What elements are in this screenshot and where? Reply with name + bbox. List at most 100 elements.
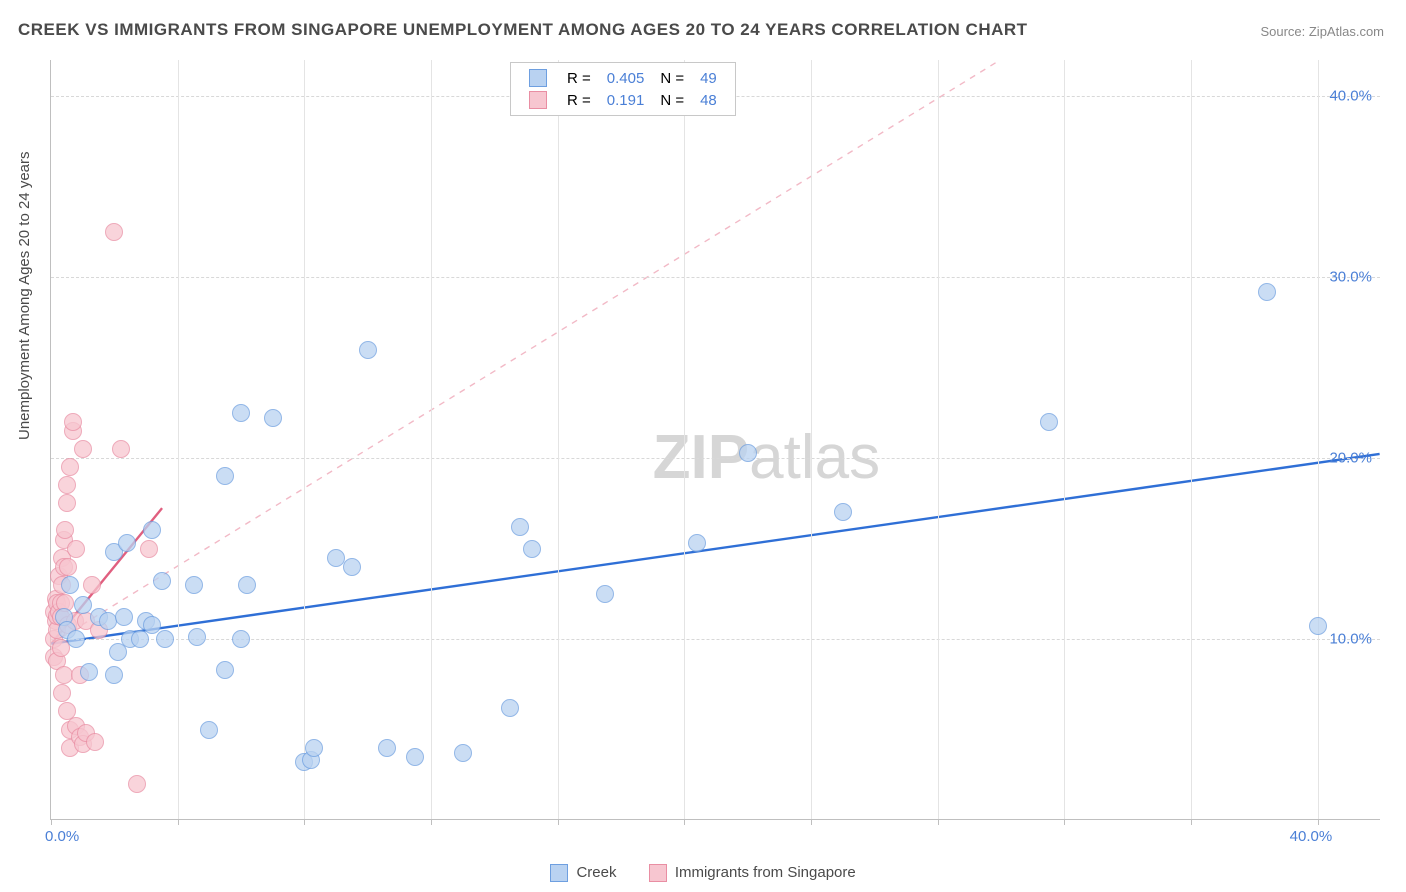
gridline-v	[558, 60, 559, 819]
data-point-blue	[118, 534, 136, 552]
data-point-pink	[64, 413, 82, 431]
gridline-v	[1318, 60, 1319, 819]
data-point-blue	[216, 661, 234, 679]
data-point-blue	[501, 699, 519, 717]
legend-series: Creek Immigrants from Singapore	[0, 864, 1406, 882]
data-point-blue	[74, 596, 92, 614]
data-point-blue	[131, 630, 149, 648]
n-label: N =	[652, 67, 692, 89]
x-tick-mark	[304, 819, 305, 825]
data-point-blue	[61, 576, 79, 594]
legend-row-pink: R = 0.191 N = 48	[521, 89, 725, 111]
x-tick-mark	[811, 819, 812, 825]
data-point-blue	[238, 576, 256, 594]
source-label: Source: ZipAtlas.com	[1260, 24, 1384, 39]
r-label: R =	[559, 89, 599, 111]
regression-line	[51, 454, 1379, 644]
data-point-blue	[688, 534, 706, 552]
gridline-v	[684, 60, 685, 819]
gridline-v	[1064, 60, 1065, 819]
data-point-blue	[232, 630, 250, 648]
data-point-pink	[112, 440, 130, 458]
gridline-v	[811, 60, 812, 819]
legend-item-blue: Creek	[550, 864, 620, 881]
x-tick-mark	[938, 819, 939, 825]
r-label: R =	[559, 67, 599, 89]
data-point-blue	[454, 744, 472, 762]
x-tick-mark	[1064, 819, 1065, 825]
gridline-v	[1191, 60, 1192, 819]
data-point-blue	[378, 739, 396, 757]
data-point-pink	[53, 684, 71, 702]
data-point-blue	[359, 341, 377, 359]
legend-label-pink: Immigrants from Singapore	[675, 864, 856, 881]
data-point-blue	[216, 467, 234, 485]
x-tick-label: 40.0%	[1290, 828, 1333, 845]
data-point-blue	[523, 540, 541, 558]
data-point-pink	[128, 775, 146, 793]
gridline-h	[51, 458, 1380, 459]
data-point-blue	[232, 404, 250, 422]
x-tick-label: 0.0%	[45, 828, 79, 845]
n-label: N =	[652, 89, 692, 111]
data-point-pink	[59, 558, 77, 576]
data-point-blue	[1258, 283, 1276, 301]
plot-area: ZIPatlas 10.0%20.0%30.0%40.0%0.0%40.0%	[50, 60, 1380, 820]
gridline-v	[938, 60, 939, 819]
data-point-blue	[1040, 413, 1058, 431]
data-point-pink	[105, 223, 123, 241]
y-tick-label: 40.0%	[1329, 88, 1372, 105]
legend-swatch-pink	[529, 91, 547, 109]
gridline-h	[51, 639, 1380, 640]
data-point-pink	[83, 576, 101, 594]
data-point-blue	[105, 666, 123, 684]
data-point-blue	[200, 721, 218, 739]
data-point-blue	[511, 518, 529, 536]
y-axis-title: Unemployment Among Ages 20 to 24 years	[16, 151, 33, 440]
data-point-blue	[343, 558, 361, 576]
data-point-blue	[264, 409, 282, 427]
data-point-pink	[67, 540, 85, 558]
x-tick-mark	[431, 819, 432, 825]
r-value-pink: 0.191	[599, 89, 653, 111]
legend-swatch-blue	[550, 864, 568, 882]
legend-row-blue: R = 0.405 N = 49	[521, 67, 725, 89]
data-point-blue	[67, 630, 85, 648]
data-point-blue	[80, 663, 98, 681]
x-tick-mark	[558, 819, 559, 825]
regression-lines-layer	[51, 60, 1380, 819]
y-tick-label: 10.0%	[1329, 631, 1372, 648]
data-point-blue	[834, 503, 852, 521]
gridline-v	[431, 60, 432, 819]
legend-swatch-blue	[529, 69, 547, 87]
data-point-pink	[86, 733, 104, 751]
data-point-pink	[58, 476, 76, 494]
data-point-blue	[596, 585, 614, 603]
gridline-h	[51, 277, 1380, 278]
data-point-blue	[156, 630, 174, 648]
legend-label-blue: Creek	[576, 864, 616, 881]
data-point-pink	[58, 494, 76, 512]
gridline-v	[304, 60, 305, 819]
y-tick-label: 30.0%	[1329, 269, 1372, 286]
n-value-pink: 48	[692, 89, 725, 111]
legend-swatch-pink	[649, 864, 667, 882]
x-tick-mark	[178, 819, 179, 825]
x-tick-mark	[1191, 819, 1192, 825]
data-point-pink	[61, 458, 79, 476]
chart-title: CREEK VS IMMIGRANTS FROM SINGAPORE UNEMP…	[18, 20, 1028, 40]
data-point-blue	[305, 739, 323, 757]
data-point-pink	[56, 521, 74, 539]
data-point-blue	[115, 608, 133, 626]
data-point-pink	[140, 540, 158, 558]
data-point-blue	[185, 576, 203, 594]
data-point-blue	[188, 628, 206, 646]
y-tick-label: 20.0%	[1329, 450, 1372, 467]
n-value-blue: 49	[692, 67, 725, 89]
regression-line	[51, 60, 1000, 644]
gridline-v	[178, 60, 179, 819]
x-tick-mark	[684, 819, 685, 825]
r-value-blue: 0.405	[599, 67, 653, 89]
legend-correlation-box: R = 0.405 N = 49 R = 0.191 N = 48	[510, 62, 736, 116]
data-point-blue	[153, 572, 171, 590]
